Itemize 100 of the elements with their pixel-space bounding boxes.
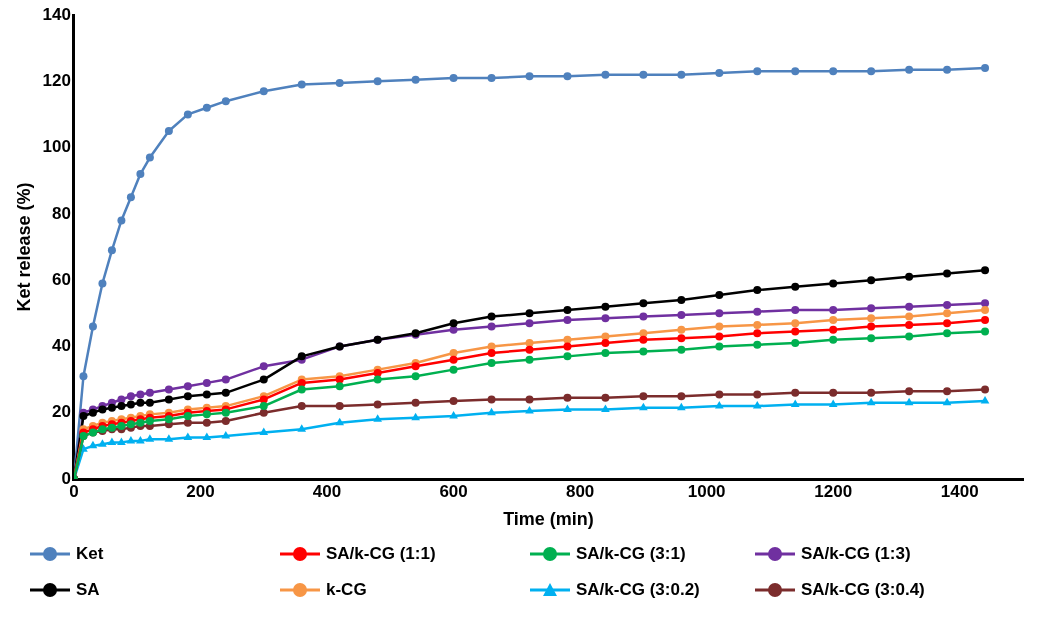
point (259, 427, 269, 436)
point (905, 332, 914, 341)
point (183, 392, 192, 401)
x-tick-label: 1000 (687, 481, 726, 501)
point (601, 314, 610, 323)
point (981, 299, 990, 308)
y-tick-label: 120 (42, 70, 71, 90)
point (639, 312, 648, 321)
point (221, 430, 231, 439)
point (867, 304, 876, 313)
point (753, 320, 762, 329)
point (259, 87, 268, 96)
point (88, 322, 97, 331)
point (753, 67, 762, 76)
legend-label: SA/k-CG (3:0.2) (576, 580, 700, 600)
point (791, 327, 800, 336)
point (867, 388, 876, 397)
point (117, 395, 126, 404)
point (221, 375, 230, 384)
point (904, 397, 914, 406)
point (411, 398, 420, 407)
point (449, 355, 458, 364)
point (449, 319, 458, 328)
point (714, 401, 724, 409)
y-tick-label: 100 (42, 137, 71, 157)
point (107, 437, 117, 446)
point (791, 319, 800, 328)
point (183, 110, 192, 119)
point (126, 435, 136, 444)
point (126, 193, 135, 202)
point (829, 335, 838, 344)
point (145, 388, 154, 397)
point (753, 340, 762, 349)
point (487, 359, 496, 367)
point (981, 315, 990, 324)
point (136, 390, 145, 399)
point (677, 70, 686, 79)
point (981, 327, 990, 336)
point (411, 412, 420, 421)
point (677, 296, 686, 305)
point (117, 402, 126, 411)
point (525, 72, 534, 81)
point (487, 349, 496, 358)
point (981, 385, 990, 394)
point (183, 418, 192, 427)
x-tick-label: 1200 (814, 481, 853, 501)
point (525, 345, 534, 354)
point (183, 432, 193, 441)
point (753, 329, 762, 338)
point (791, 67, 800, 76)
point (601, 70, 610, 79)
point (487, 73, 496, 82)
x-tick-label: 400 (312, 481, 342, 501)
point (639, 335, 648, 344)
point (98, 439, 107, 447)
x-tick-label: 1400 (940, 481, 979, 501)
point (867, 276, 876, 285)
point (145, 398, 154, 407)
point (136, 435, 145, 444)
point (259, 408, 268, 417)
point (221, 417, 230, 425)
point (791, 339, 800, 348)
point (981, 305, 990, 314)
legend-label: Ket (76, 544, 104, 564)
y-tick-label: 140 (42, 4, 71, 24)
point (183, 382, 192, 391)
point (487, 312, 496, 321)
point (639, 347, 648, 356)
point (221, 388, 230, 397)
point (79, 412, 88, 421)
point (117, 437, 126, 446)
point (942, 397, 952, 406)
point (715, 291, 724, 300)
y-tick-label: 80 (52, 203, 71, 223)
point (601, 393, 610, 402)
point (221, 97, 230, 106)
point (164, 434, 174, 442)
point (867, 67, 876, 76)
point (373, 77, 382, 86)
point (164, 127, 173, 135)
point (487, 395, 496, 404)
point (88, 440, 98, 449)
legend-label: SA/k-CG (1:1) (326, 544, 436, 564)
point (639, 392, 648, 401)
point (202, 378, 211, 387)
point (563, 335, 572, 344)
point (126, 392, 135, 401)
point (905, 65, 914, 74)
legend-label: SA/k-CG (1:3) (801, 544, 911, 564)
point (905, 272, 914, 281)
point (829, 279, 838, 288)
point (601, 332, 610, 341)
point (79, 372, 88, 381)
point (297, 402, 306, 411)
legend-label: SA/k-CG (3:0.4) (801, 580, 925, 600)
point (639, 70, 648, 79)
point (677, 345, 686, 354)
legend-label: k-CG (326, 580, 367, 600)
point (639, 299, 648, 308)
point (449, 73, 458, 82)
